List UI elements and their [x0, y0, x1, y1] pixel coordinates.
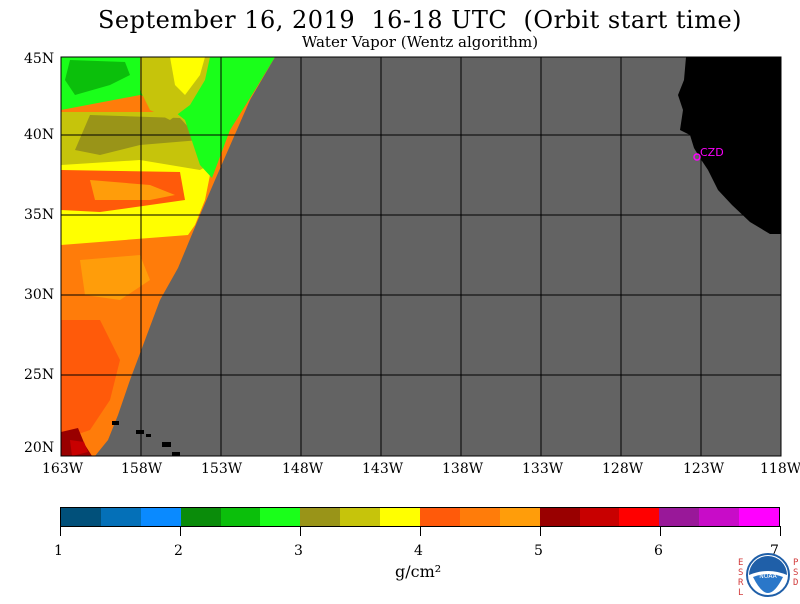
zone-darkgreen-north [65, 60, 130, 95]
noaa-logo: NOAA [746, 553, 790, 597]
colorbar-label-7: 7 [770, 543, 779, 559]
lon-label-128w: 128W [602, 461, 644, 477]
noaa-logo-text: NOAA [759, 573, 777, 580]
lat-label-20n: 20N [24, 440, 55, 456]
colorbar-segment [300, 508, 341, 526]
colorbar-segment [220, 508, 261, 526]
map-subtitle: Water Vapor (Wentz algorithm) [301, 33, 539, 51]
lon-label-158w: 158W [121, 461, 163, 477]
colorbar-label-3: 3 [294, 543, 303, 559]
colorbar-label-6: 6 [654, 543, 663, 559]
colorbar-segment [699, 508, 740, 526]
lat-label-35n: 35N [24, 207, 55, 223]
lat-label-40n: 40N [24, 127, 55, 143]
lat-label-45n: 45N [24, 51, 55, 67]
colorbar-label-4: 4 [414, 543, 423, 559]
colorbar-segment [260, 508, 301, 526]
colorbar-tick [780, 526, 781, 536]
esrl-letters: E S R L [738, 558, 744, 598]
noaa-logo-upper [749, 556, 787, 575]
colorbar-tick [180, 526, 181, 536]
colorbar-label-1: 1 [54, 543, 63, 559]
colorbar-units: g/cm² [395, 562, 442, 581]
map-title: September 16, 2019 16-18 UTC (Orbit star… [97, 6, 743, 34]
lon-label-148w: 148W [282, 461, 324, 477]
colorbar-segment [61, 508, 101, 526]
colorbar-segment [539, 508, 580, 526]
lon-label-153w: 153W [201, 461, 243, 477]
colorbar-tick [660, 526, 661, 536]
lon-label-163w: 163W [42, 461, 84, 477]
map-frame [60, 56, 782, 457]
colorbar [60, 507, 780, 527]
colorbar-tick [540, 526, 541, 536]
colorbar-segment [420, 508, 460, 526]
colorbar-segment [619, 508, 660, 526]
colorbar-segment [459, 508, 500, 526]
lat-lon-grid [61, 57, 781, 456]
land-north-america [678, 57, 781, 234]
psd-letters: P S D [793, 558, 799, 588]
lon-label-143w: 143W [362, 461, 404, 477]
lon-label-118w: 118W [760, 461, 800, 477]
colorbar-tick [300, 526, 301, 536]
colorbar-label-5: 5 [534, 543, 543, 559]
lat-label-25n: 25N [24, 367, 55, 383]
colorbar-tick [420, 526, 421, 536]
colorbar-segment [100, 508, 141, 526]
colorbar-segment [499, 508, 540, 526]
colorbar-segment [380, 508, 421, 526]
colorbar-segment [579, 508, 620, 526]
zone-red-orange-south [61, 320, 120, 440]
noaa-logo-gull [753, 574, 783, 593]
colorbar-label-2: 2 [174, 543, 183, 559]
zone-orange-30n [80, 255, 150, 300]
lat-label-30n: 30N [24, 287, 55, 303]
station-label: CZD [700, 146, 724, 159]
colorbar-segment [180, 508, 221, 526]
zone-orange-36n [90, 180, 175, 200]
colorbar-segment [340, 508, 381, 526]
colorbar-tick [60, 526, 61, 536]
colorbar-segment [659, 508, 700, 526]
zone-red-sw [70, 440, 88, 456]
lon-label-133w: 133W [522, 461, 564, 477]
colorbar-segment [739, 508, 780, 526]
zone-yellow-north [170, 57, 205, 95]
islands-hawaii [112, 421, 180, 456]
station-marker [693, 153, 701, 161]
lon-label-138w: 138W [442, 461, 484, 477]
colorbar-segment [140, 508, 181, 526]
lon-label-123w: 123W [683, 461, 725, 477]
